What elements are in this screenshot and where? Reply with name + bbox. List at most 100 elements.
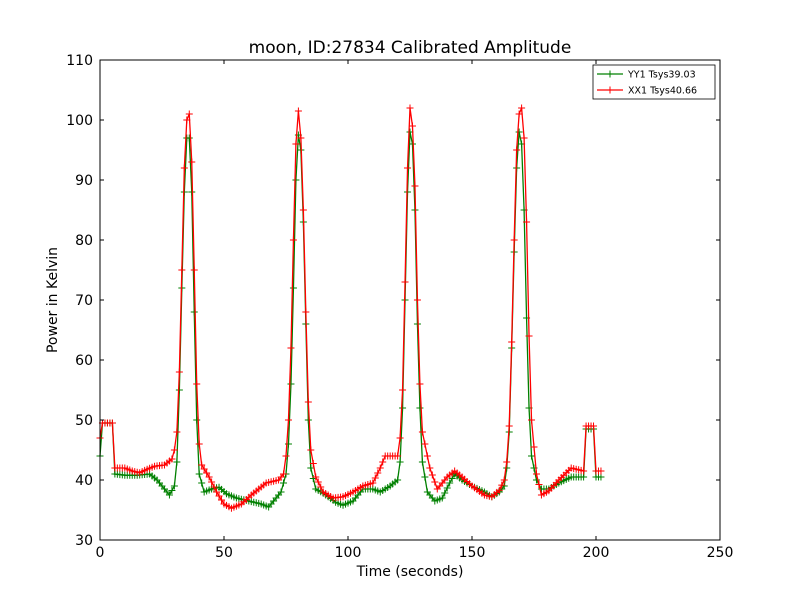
data-point — [185, 110, 193, 118]
legend-item: XX1 Tsys40.66 — [597, 86, 697, 97]
data-point — [515, 110, 523, 118]
data-point — [394, 476, 402, 484]
data-point — [173, 428, 181, 436]
data-point — [203, 469, 211, 477]
data-point — [418, 458, 426, 466]
data-point — [213, 488, 221, 496]
data-point — [190, 266, 198, 274]
y-tick-label: 110 — [66, 53, 93, 69]
data-point — [205, 473, 213, 481]
data-point — [297, 134, 305, 142]
data-point — [198, 479, 206, 487]
data-point — [376, 464, 384, 472]
data-point — [394, 452, 402, 460]
data-point — [525, 332, 533, 340]
data-point — [597, 467, 605, 475]
data-point — [195, 440, 203, 448]
data-point — [292, 176, 300, 184]
data-point — [277, 488, 285, 496]
plot-area — [96, 104, 605, 512]
data-point — [170, 446, 178, 454]
y-tick-label: 80 — [75, 233, 93, 249]
x-tick-label: 250 — [707, 545, 734, 561]
data-point — [532, 470, 540, 478]
x-tick-label: 0 — [96, 545, 105, 561]
data-point — [411, 182, 419, 190]
data-point — [505, 422, 513, 430]
data-point — [371, 474, 379, 482]
data-point — [580, 467, 588, 475]
legend-marker — [606, 70, 614, 78]
data-point — [438, 494, 446, 502]
data-point — [304, 416, 312, 424]
y-tick-label: 100 — [66, 113, 93, 129]
data-point — [446, 479, 454, 487]
data-point — [198, 461, 206, 469]
data-point — [173, 458, 181, 466]
data-point — [590, 422, 598, 430]
y-tick-label: 90 — [75, 173, 93, 189]
data-point — [312, 473, 320, 481]
data-point — [495, 486, 503, 494]
data-point — [523, 218, 531, 226]
data-point — [597, 473, 605, 481]
data-point — [304, 398, 312, 406]
x-axis-label: Time (seconds) — [356, 564, 464, 580]
data-point — [175, 368, 183, 376]
data-point — [401, 278, 409, 286]
data-point — [421, 473, 429, 481]
legend-box — [592, 64, 716, 100]
axis-ticks: 0 50 100 150 200 250 30 40 50 60 70 80 90 100 110 — [66, 53, 733, 561]
data-point — [396, 458, 404, 466]
data-point — [307, 446, 315, 454]
data-point — [416, 404, 424, 412]
data-point — [530, 443, 538, 451]
data-point — [185, 134, 193, 142]
data-point — [520, 134, 528, 142]
data-point — [513, 146, 521, 154]
data-point — [280, 470, 288, 478]
data-point — [428, 471, 436, 479]
data-point — [287, 344, 295, 352]
data-point — [418, 428, 426, 436]
data-point — [396, 434, 404, 442]
data-point — [510, 236, 518, 244]
data-point — [508, 338, 516, 346]
data-point — [408, 122, 416, 130]
data-point — [528, 452, 536, 460]
y-axis-label: Power in Kelvin — [45, 247, 61, 353]
data-point — [314, 478, 322, 486]
data-point — [528, 416, 536, 424]
data-point — [443, 484, 451, 492]
x-tick-label: 200 — [583, 545, 610, 561]
data-point — [287, 380, 295, 388]
data-point — [183, 116, 191, 124]
data-point — [282, 452, 290, 460]
data-point — [289, 236, 297, 244]
data-point — [284, 440, 292, 448]
data-point — [317, 483, 325, 491]
data-point — [210, 483, 218, 491]
y-tick-label: 60 — [75, 353, 93, 369]
series-2 — [96, 104, 605, 512]
data-point — [292, 140, 300, 148]
data-point — [165, 491, 173, 499]
data-point — [441, 489, 449, 497]
data-point — [518, 104, 526, 112]
data-point — [302, 308, 310, 316]
data-point — [168, 487, 176, 494]
data-point — [399, 404, 407, 412]
data-point — [416, 380, 424, 388]
data-point — [404, 164, 412, 172]
data-point — [200, 465, 208, 473]
data-point — [309, 460, 317, 467]
data-point — [374, 469, 382, 477]
y-tick-label: 50 — [75, 413, 93, 429]
legend-marker — [606, 86, 614, 94]
data-point — [180, 164, 188, 172]
x-tick-label: 50 — [215, 545, 233, 561]
data-point — [190, 308, 198, 316]
data-point — [178, 266, 186, 274]
x-tick-label: 100 — [335, 545, 362, 561]
